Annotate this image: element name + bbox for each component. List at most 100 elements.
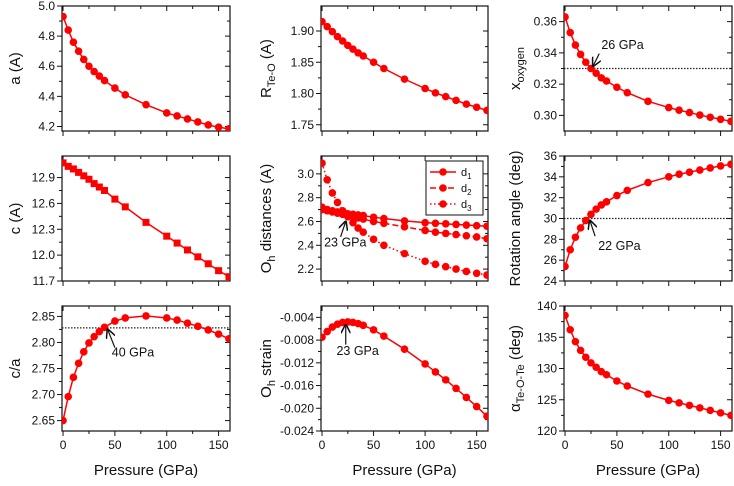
data-point [472,402,481,411]
data-point [69,38,78,46]
data-point [69,373,78,382]
data-point [462,231,471,240]
y-label-main: α [507,403,524,412]
data-point [142,218,150,226]
data-point [696,166,704,174]
data-point [369,326,378,334]
y-label-tail: (A) [258,39,275,63]
panel-3: 0.30 0.32 0.34 0.36 xoxygen 26 GPa [507,5,733,136]
data-point [225,335,230,343]
y-label-main: O [258,262,275,274]
data-point [400,75,409,83]
data-point [74,359,83,368]
plot-frame [61,305,231,432]
data-point [623,186,632,195]
data-point [581,353,590,362]
y-label-main: c (A) [7,203,24,235]
legend-label-main: d [461,167,467,179]
data-point [576,346,585,355]
panel-2: 1.75 1.80 1.85 1.90 RTe-O (A) [258,5,489,136]
y-label-main: O [258,386,275,398]
data-point [162,109,171,117]
data-point [706,406,715,415]
data-point [421,226,429,235]
data-point [421,257,429,266]
y-axis-label: Oh distances (A) [258,164,278,274]
plot-area [321,159,488,279]
data-point [483,412,488,421]
legend-marker [439,168,447,176]
y-tick-label: -0.024 [280,424,314,438]
x-tick-label: 150 [467,438,487,452]
data-point [100,76,109,85]
annotation-label: 23 GPa [324,235,366,249]
data-point [215,267,223,275]
data-point [90,332,98,341]
data-point [587,210,595,219]
data-point [452,230,460,239]
legend-label: d2 [461,183,472,197]
data-point [581,216,590,225]
data-point [95,72,104,80]
x-axis-label: Pressure (GPa) [596,462,700,479]
data-point [685,168,694,176]
annotation-label: 40 GPa [112,346,154,360]
data-point [400,249,409,258]
data-point [338,206,347,215]
data-point [90,180,98,188]
y-axis-label: RTe-O (A) [258,39,278,98]
y-tick-label: 2.70 [32,388,56,402]
data-point [62,159,67,167]
data-point [369,235,378,244]
data-point [727,160,732,169]
data-point [95,327,104,336]
data-point [173,316,181,324]
data-point [564,13,569,21]
y-tick-label: 125 [537,393,557,407]
y-tick-label: 0.32 [534,77,558,91]
plot-area [321,318,488,421]
data-point [685,108,694,117]
y-tick-label: -0.008 [280,333,314,347]
panel-5: 2.22.42.62.83.0Oh distances (A) d1d2d323 … [258,155,489,286]
data-point [696,404,704,412]
y-tick-label: 140 [537,299,557,313]
data-point [359,52,368,60]
legend-label-main: d [461,199,467,211]
x-tick-label: 50 [610,438,624,452]
data-point [592,69,600,77]
data-point [183,246,191,254]
x-tick-label: 50 [108,438,122,452]
y-tick-label: 28 [544,232,558,246]
data-point [462,267,471,276]
y-axis-label: a (A) [7,52,24,85]
plot-area [62,312,230,425]
data-point [225,124,230,131]
data-point [380,332,388,340]
y-tick-label: 2.85 [32,309,56,323]
data-point [452,220,460,229]
data-point [602,370,611,379]
data-point [685,401,694,410]
y-label-subscript: Te-O-Te [515,364,527,403]
data-point [85,175,93,183]
data-point [75,168,83,176]
data-point [623,88,632,97]
data-point [204,260,212,268]
data-point [431,228,440,236]
data-point [564,311,569,320]
data-point [204,326,213,334]
plot-area [321,17,488,115]
y-tick-label: 1.75 [291,118,315,132]
data-point [644,390,652,398]
plot-area [564,160,732,271]
y-label-subscript: h [266,380,278,386]
data-point [64,392,73,401]
data-point [602,198,611,206]
data-point [696,111,704,119]
data-point [323,327,331,336]
data-point [452,96,460,105]
y-label-main: x [507,82,524,90]
y-label-main: Rotation angle (deg) [507,151,524,287]
